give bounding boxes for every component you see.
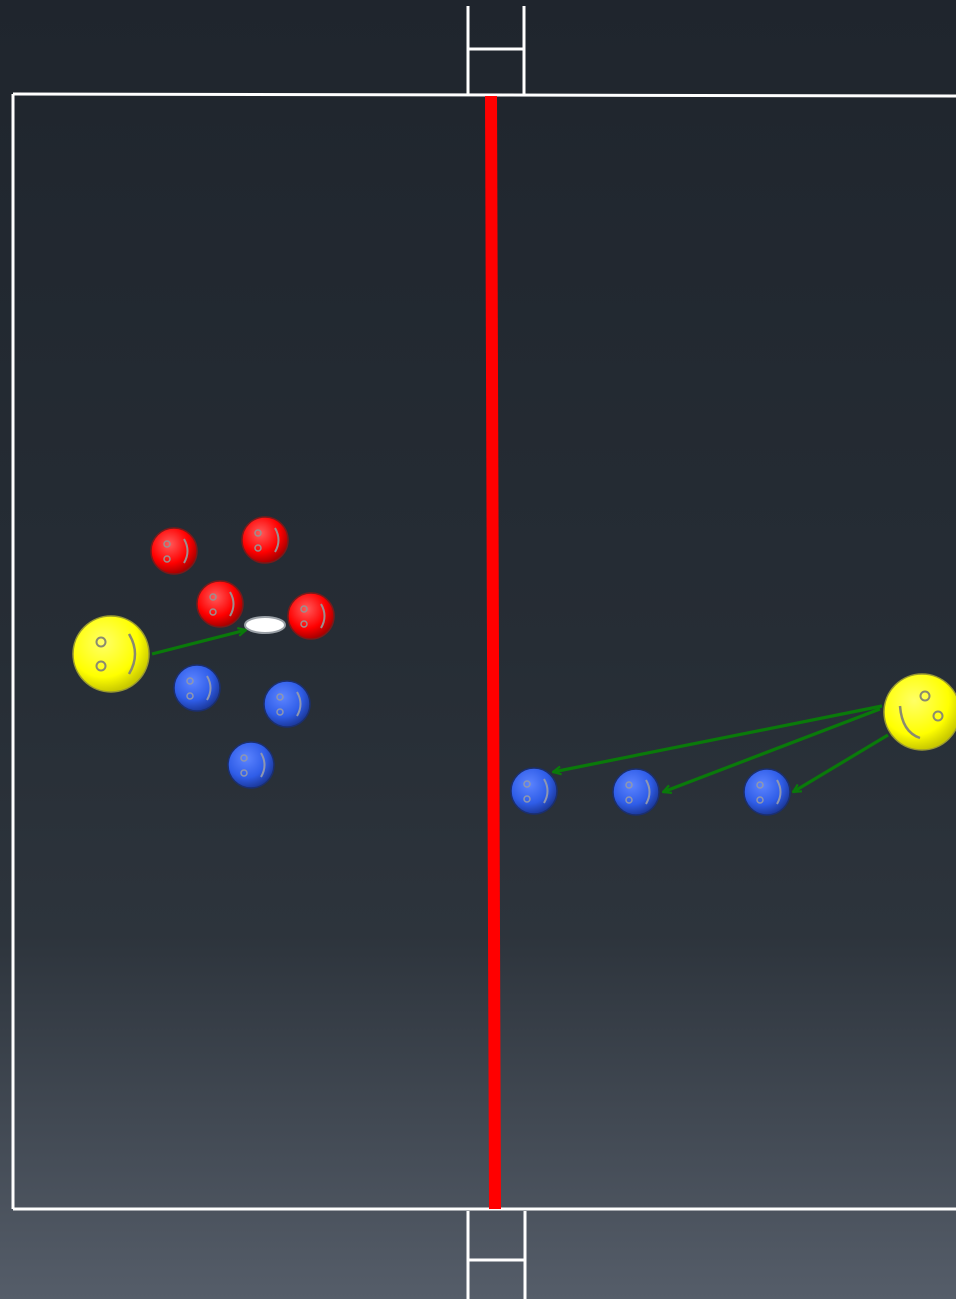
blue-player — [227, 741, 275, 789]
top-boundary-line — [12, 92, 956, 98]
blue-player — [173, 664, 221, 712]
court-boundary — [11, 92, 956, 1211]
red-player — [241, 516, 289, 564]
blue-players-right — [510, 767, 791, 816]
coach-left — [72, 615, 150, 693]
center-line — [485, 95, 501, 1210]
red-player — [150, 527, 198, 575]
blue-player — [510, 767, 558, 815]
arrow-to-blue-2 — [663, 707, 881, 792]
blue-player — [612, 768, 660, 816]
red-players — [150, 516, 335, 640]
bottom-ladder — [466, 1211, 527, 1299]
coach-right — [883, 673, 956, 751]
red-player — [196, 580, 244, 628]
red-player — [287, 592, 335, 640]
blue-players-left — [173, 664, 311, 789]
arrow-to-blue-3 — [793, 733, 889, 794]
arrow-coach-to-ball — [151, 630, 246, 656]
arrow-to-blue-1 — [553, 704, 883, 772]
top-ladder — [466, 6, 526, 94]
blue-player — [263, 680, 311, 728]
ball-icon — [244, 616, 286, 634]
pass-arrows — [151, 630, 889, 794]
blue-player — [743, 768, 791, 816]
